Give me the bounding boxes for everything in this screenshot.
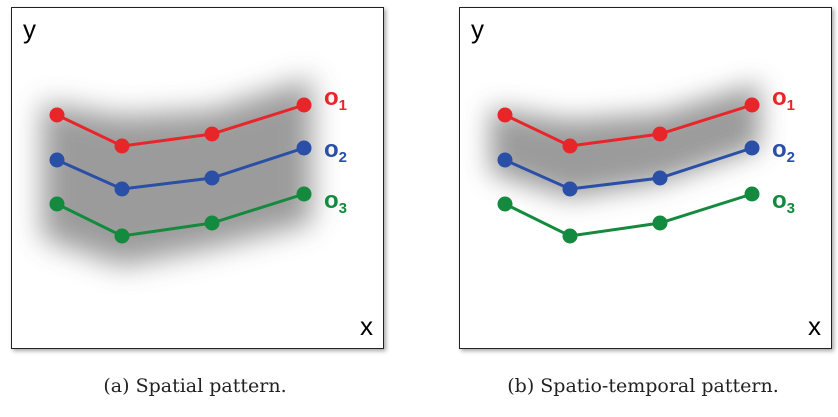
trajectory-o3-point [497, 196, 513, 212]
trajectory-o3-point [49, 196, 65, 212]
trajectory-o1-point [49, 107, 65, 123]
label-o2: o2 [772, 136, 795, 166]
trajectory-o3-point [744, 186, 760, 202]
trajectory-o3-point [296, 186, 312, 202]
trajectory-o2-line [56, 146, 305, 191]
trajectory-o3-point [204, 215, 220, 231]
trajectory-o1-point [497, 107, 513, 123]
trajectory-o1-point [296, 97, 312, 113]
trajectory-diagram: o1 o2 o3 [42, 78, 347, 266]
panel-spatio-temporal: o1 o2 o3 y x (b) Spatio-temporal pattern… [448, 0, 838, 417]
trajectory-o2-point [296, 140, 312, 156]
trajectory-o1-point [204, 126, 220, 142]
trajectory-o2-point [114, 181, 130, 197]
trajectory-o2-point [562, 181, 578, 197]
label-o3: o3 [324, 187, 347, 217]
trajectory-o2-point [49, 152, 65, 168]
trajectory-o1-point [744, 97, 760, 113]
trajectory-o1-line [56, 103, 305, 148]
trajectory-o1-line [504, 103, 753, 148]
trajectory-o2-line [504, 146, 753, 191]
x-axis-label: x [360, 311, 373, 341]
pattern-region [490, 83, 760, 198]
caption: (a) Spatial pattern. [103, 375, 287, 397]
diagram-frame: o1 o2 o3 y x [11, 7, 384, 349]
trajectory-o2-point [204, 170, 220, 186]
trajectory-o3-line [504, 192, 753, 238]
trajectory-o2-point [744, 140, 760, 156]
trajectory-o1-point [562, 138, 578, 154]
trajectory-o1-point [114, 138, 130, 154]
trajectory-o3-point [114, 228, 130, 244]
caption: (b) Spatio-temporal pattern. [507, 375, 779, 397]
label-o1: o1 [772, 84, 795, 114]
y-axis-label: y [471, 14, 484, 44]
y-axis-label: y [23, 14, 36, 44]
trajectory-o3-line [56, 192, 305, 238]
x-axis-label: x [808, 311, 821, 341]
panel-spatial: o1 o2 o3 y x (a) Spatial pattern. [0, 0, 390, 417]
trajectory-diagram: o1 o2 o3 [490, 83, 795, 244]
trajectory-o2-point [652, 170, 668, 186]
trajectory-o3-point [652, 215, 668, 231]
label-o3: o3 [772, 187, 795, 217]
trajectory-o1-point [652, 126, 668, 142]
label-o1: o1 [324, 84, 347, 114]
label-o2: o2 [324, 136, 347, 166]
trajectory-o3-point [562, 228, 578, 244]
trajectory-o2-point [497, 152, 513, 168]
diagram-frame: o1 o2 o3 y x [459, 7, 832, 349]
